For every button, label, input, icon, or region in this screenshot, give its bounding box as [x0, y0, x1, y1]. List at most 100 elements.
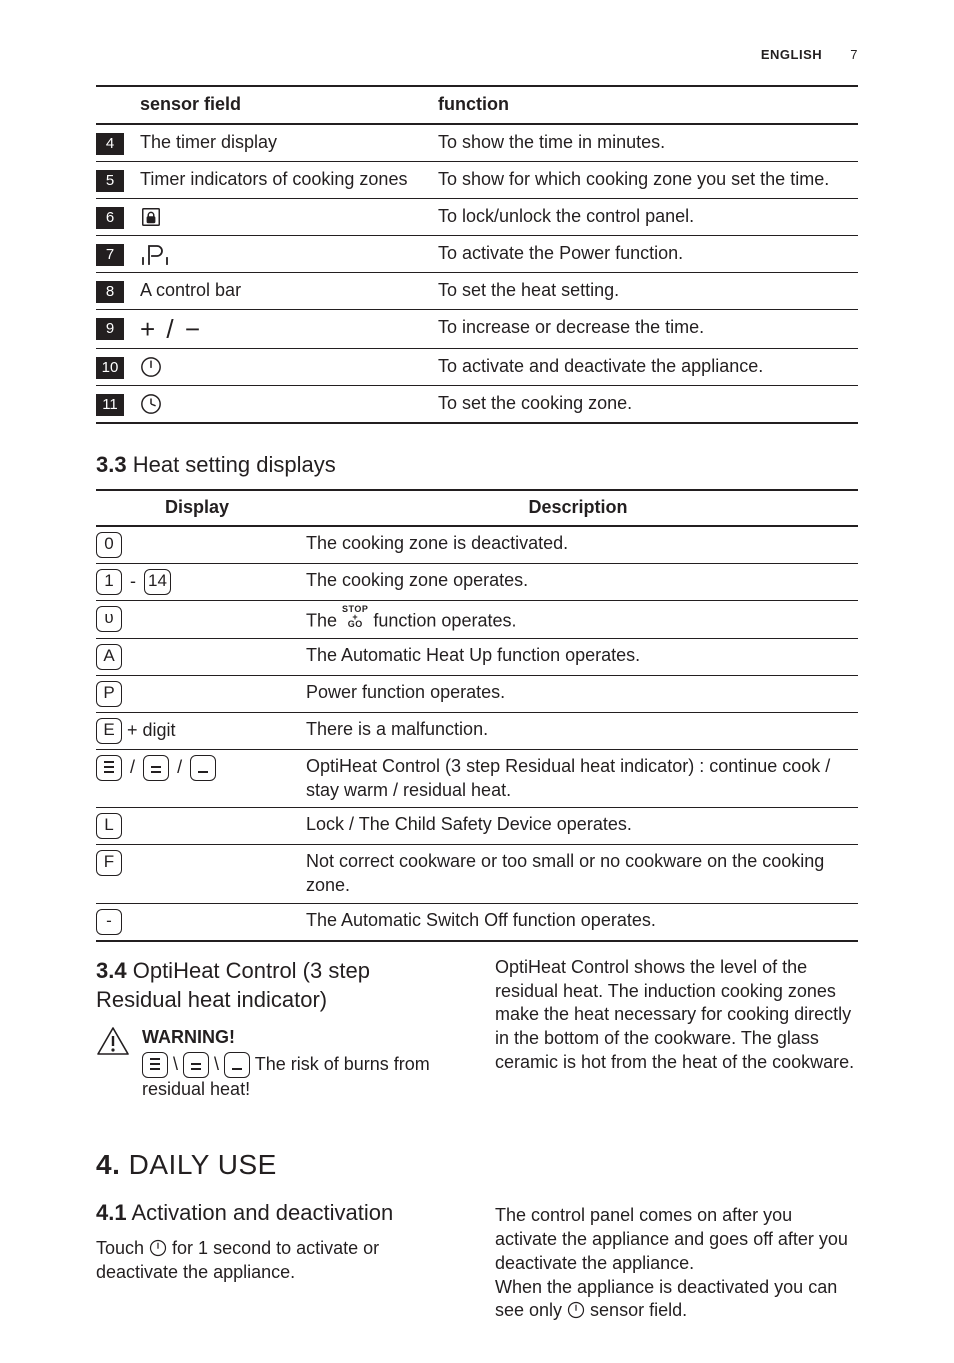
heading-text: OptiHeat Control (3 step Residual heat i…	[96, 958, 370, 1012]
warning-text: WARNING! \ \ The risk of burns from resi…	[142, 1026, 459, 1102]
section-title: DAILY USE	[129, 1149, 277, 1180]
function-cell: To set the cooking zone.	[438, 386, 858, 424]
segment-glyph: 1	[96, 569, 122, 595]
plus-minus-icon: + / −	[140, 310, 438, 349]
sensor-cell: A control bar	[140, 273, 438, 310]
disp-th-desc: Description	[306, 490, 858, 526]
row-index-badge: 6	[96, 207, 124, 229]
display-cell: F	[96, 845, 306, 904]
segment-glyph: υ	[96, 606, 122, 632]
desc-cell: The Automatic Switch Off function operat…	[306, 903, 858, 941]
desc-cell: Power function operates.	[306, 675, 858, 712]
desc-cell: Not correct cookware or too small or no …	[306, 845, 858, 904]
warning-triangle-icon	[96, 1026, 130, 1056]
table-row: - The Automatic Switch Off function oper…	[96, 903, 858, 941]
opti-right-column: OptiHeat Control shows the level of the …	[495, 952, 858, 1102]
warning-label: WARNING!	[142, 1026, 459, 1050]
segment-glyph: A	[96, 644, 122, 670]
power-p-icon	[140, 235, 438, 272]
segment-glyph: 14	[144, 569, 171, 595]
row-index-badge: 5	[96, 170, 124, 192]
display-cell: 1 - 14	[96, 563, 306, 600]
desc-pre: The	[306, 610, 342, 630]
desc-cell: There is a malfunction.	[306, 712, 858, 749]
sec4-right-p2: When the appliance is deactivated you ca…	[495, 1276, 858, 1324]
power-circle-icon	[140, 349, 438, 386]
segment-glyph: -	[96, 909, 122, 935]
segment-glyph: P	[96, 681, 122, 707]
table-row: 1 - 14 The cooking zone operates.	[96, 563, 858, 600]
sec4-subheading: 4.1 Activation and deactivation	[96, 1198, 459, 1227]
display-cell: E + digit	[96, 712, 306, 749]
sensor-th-function: function	[438, 86, 858, 124]
function-cell: To set the heat setting.	[438, 273, 858, 310]
function-cell: To increase or decrease the time.	[438, 310, 858, 349]
sep-slash: /	[177, 756, 182, 780]
desc-cell: The cooking zone is deactivated.	[306, 526, 858, 564]
opti-3bar-icon	[142, 1052, 168, 1078]
text-pre: Touch	[96, 1238, 149, 1258]
heading-number: 4.1	[96, 1200, 127, 1225]
opti-1bar-icon	[190, 755, 216, 781]
page: ENGLISH 7 sensor field function 4 The ti…	[0, 0, 954, 1363]
heading-number: 3.3	[96, 452, 127, 477]
table-row: 0 The cooking zone is deactivated.	[96, 526, 858, 564]
sensor-cell: Timer indicators of cooking zones	[140, 161, 438, 198]
runhead-language: ENGLISH	[761, 47, 822, 62]
segment-glyph: E	[96, 718, 122, 744]
row-index-badge: 10	[96, 357, 124, 379]
table-row: L Lock / The Child Safety Device operate…	[96, 808, 858, 845]
stop-go-icon: STOP+GO	[342, 606, 368, 629]
running-header: ENGLISH 7	[96, 46, 858, 63]
desc-cell: The Automatic Heat Up function operates.	[306, 638, 858, 675]
opti-paragraph: OptiHeat Control shows the level of the …	[495, 956, 858, 1075]
row-index-badge: 9	[96, 318, 124, 340]
sensor-field-table: sensor field function 4 The timer displa…	[96, 85, 858, 424]
power-circle-icon	[149, 1239, 167, 1257]
display-cell: L	[96, 808, 306, 845]
display-cell: A	[96, 638, 306, 675]
power-circle-icon	[567, 1301, 585, 1319]
disp-th-display: Display	[96, 490, 306, 526]
table-row: 8 A control bar To set the heat setting.	[96, 273, 858, 310]
heat-displays-heading: 3.3 Heat setting displays	[96, 450, 858, 479]
sec4-left-column: 4.1 Activation and deactivation Touch fo…	[96, 1190, 459, 1323]
section-number: 4.	[96, 1149, 120, 1180]
table-row: 7 To activate the Power function.	[96, 235, 858, 272]
opti-left-column: 3.4 OptiHeat Control (3 step Residual he…	[96, 952, 459, 1102]
sec4-right-column: The control panel comes on after you act…	[495, 1190, 858, 1323]
row-index-badge: 8	[96, 281, 124, 303]
display-cell: / /	[96, 749, 306, 808]
table-row: 11 To set the cooking zone.	[96, 386, 858, 424]
desc-cell: The cooking zone operates.	[306, 563, 858, 600]
table-row: υ The STOP+GO function operates.	[96, 600, 858, 638]
heading-number: 3.4	[96, 958, 127, 983]
heading-text: Heat setting displays	[133, 452, 336, 477]
table-row: / / OptiHeat Control (3 step Residual he…	[96, 749, 858, 808]
table-row: 5 Timer indicators of cooking zones To s…	[96, 161, 858, 198]
row-index-badge: 4	[96, 133, 124, 155]
opti-3bar-icon	[96, 755, 122, 781]
sep-slash: /	[130, 756, 135, 780]
desc-cell: OptiHeat Control (3 step Residual heat i…	[306, 749, 858, 808]
section-4-heading: 4. DAILY USE	[96, 1147, 858, 1184]
desc-cell: Lock / The Child Safety Device operates.	[306, 808, 858, 845]
opti-2bar-icon	[183, 1052, 209, 1078]
warning-body: \ \ The risk of burns from residual heat…	[142, 1052, 459, 1102]
text-post: sensor field.	[585, 1300, 687, 1320]
table-row: P Power function operates.	[96, 675, 858, 712]
clock-icon	[140, 386, 438, 424]
display-suffix: + digit	[122, 720, 176, 740]
heading-text: Activation and deactivation	[132, 1200, 394, 1225]
row-index-badge: 11	[96, 394, 124, 416]
sensor-th-blank	[96, 86, 140, 124]
opti-heading: 3.4 OptiHeat Control (3 step Residual he…	[96, 956, 459, 1014]
sec4-left-paragraph: Touch for 1 second to activate or deacti…	[96, 1237, 459, 1285]
sensor-th-field: sensor field	[140, 86, 438, 124]
table-row: F Not correct cookware or too small or n…	[96, 845, 858, 904]
sec4-right-p1: The control panel comes on after you act…	[495, 1204, 858, 1275]
heat-display-table: Display Description 0 The cooking zone i…	[96, 489, 858, 942]
segment-glyph: 0	[96, 532, 122, 558]
function-cell: To show the time in minutes.	[438, 124, 858, 162]
opti-2bar-icon	[143, 755, 169, 781]
